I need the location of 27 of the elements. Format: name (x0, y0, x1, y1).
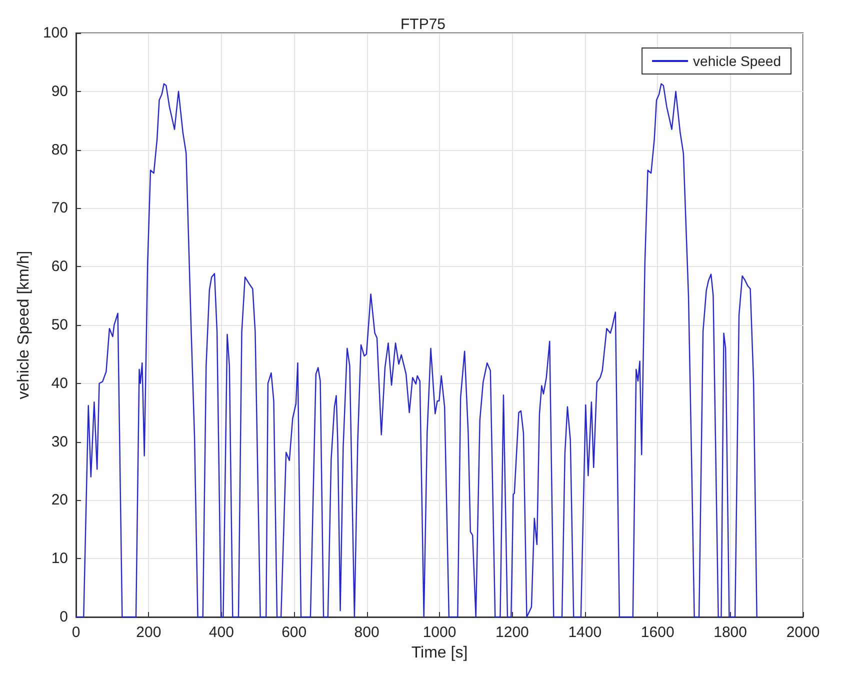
x-tick-label: 200 (136, 624, 162, 641)
x-tick-label: 800 (354, 624, 380, 641)
legend-label: vehicle Speed (693, 53, 781, 69)
y-tick-label: 90 (51, 82, 68, 100)
y-tick-label: 30 (51, 433, 68, 450)
x-axis-title: Time [s] (411, 644, 468, 662)
y-tick-label: 50 (51, 316, 68, 334)
x-tick-label: 0 (72, 624, 80, 641)
x-tick-label: 1600 (640, 624, 674, 641)
y-tick-label: 0 (60, 608, 68, 626)
x-tick-label: 1000 (422, 624, 456, 641)
chart-title: FTP75 (400, 16, 446, 33)
x-tick-label: 1400 (568, 624, 602, 641)
y-tick-label: 70 (51, 200, 68, 217)
y-tick-label: 10 (51, 550, 68, 568)
y-tick-label: 80 (51, 141, 68, 158)
y-tick-label: 100 (42, 24, 68, 42)
x-tick-label: 400 (208, 624, 234, 641)
line-series (75, 83, 758, 618)
y-tick-label: 60 (51, 258, 68, 276)
y-axis-title: vehicle Speed [km/h] (16, 250, 33, 400)
x-tick-label: 2000 (786, 624, 820, 641)
x-tick-label: 1800 (714, 624, 747, 641)
y-tick-label: 20 (51, 492, 68, 509)
x-tick-label: 1200 (496, 624, 529, 641)
y-tick-label: 40 (51, 374, 68, 392)
x-tick-label: 600 (282, 624, 307, 641)
